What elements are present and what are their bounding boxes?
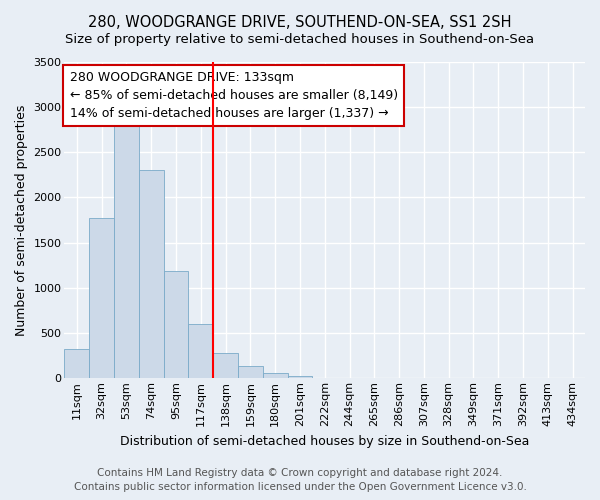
Text: Contains HM Land Registry data © Crown copyright and database right 2024.
Contai: Contains HM Land Registry data © Crown c…: [74, 468, 526, 492]
Bar: [164, 272, 188, 378]
Bar: [139, 170, 164, 378]
Text: 280, WOODGRANGE DRIVE, SOUTHEND-ON-SEA, SS1 2SH: 280, WOODGRANGE DRIVE, SOUTHEND-ON-SEA, …: [88, 15, 512, 30]
Y-axis label: Number of semi-detached properties: Number of semi-detached properties: [15, 104, 28, 336]
Bar: [213, 353, 238, 378]
X-axis label: Distribution of semi-detached houses by size in Southend-on-Sea: Distribution of semi-detached houses by …: [120, 434, 529, 448]
Bar: [64, 350, 89, 378]
Text: 280 WOODGRANGE DRIVE: 133sqm
← 85% of semi-detached houses are smaller (8,149)
1: 280 WOODGRANGE DRIVE: 133sqm ← 85% of se…: [70, 71, 398, 120]
Bar: [263, 373, 287, 378]
Bar: [238, 366, 263, 378]
Bar: [287, 376, 313, 378]
Text: Size of property relative to semi-detached houses in Southend-on-Sea: Size of property relative to semi-detach…: [65, 32, 535, 46]
Bar: [114, 114, 139, 378]
Bar: [188, 324, 213, 378]
Bar: [89, 218, 114, 378]
